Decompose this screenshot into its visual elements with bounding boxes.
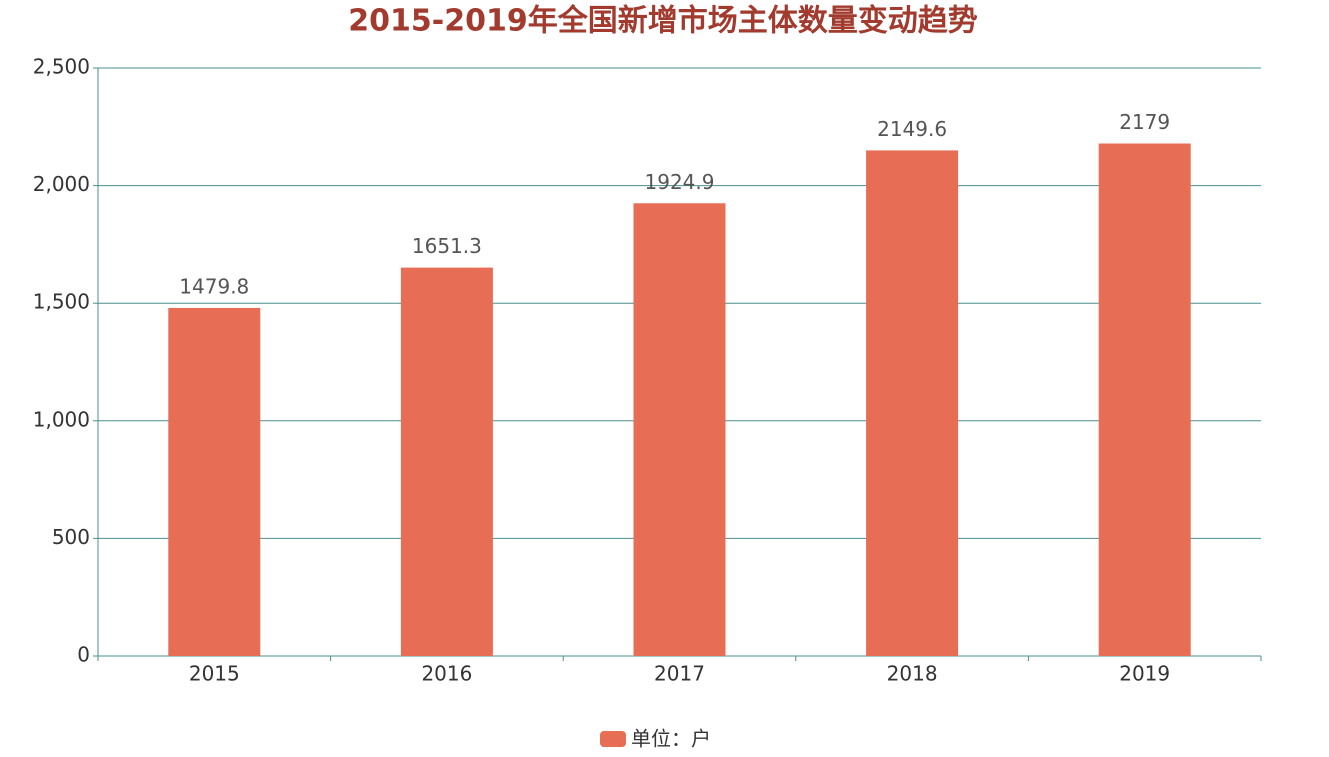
x-tick-label: 2019 (1119, 662, 1170, 686)
chart-title: 2015-2019年全国新增市场主体数量变动趋势 (348, 4, 977, 39)
value-label: 2179 (1119, 110, 1170, 134)
legend-swatch (600, 731, 626, 747)
bar (633, 203, 726, 656)
bar (400, 267, 493, 656)
y-tick-label: 2,500 (33, 55, 90, 79)
x-tick-label: 2017 (654, 662, 705, 686)
x-tick-label: 2016 (421, 662, 472, 686)
y-tick-label: 500 (52, 525, 90, 549)
y-tick-label: 0 (77, 643, 90, 667)
y-tick-label: 1,000 (33, 407, 90, 431)
y-tick-label: 2,000 (33, 172, 90, 196)
value-label: 2149.6 (877, 117, 947, 141)
bar (866, 150, 959, 657)
value-label: 1924.9 (645, 170, 715, 194)
y-tick-label: 1,500 (33, 290, 90, 314)
value-label: 1651.3 (412, 234, 482, 258)
bar (168, 307, 261, 656)
x-tick-label: 2015 (189, 662, 240, 686)
value-label: 1479.8 (179, 274, 249, 298)
x-tick-label: 2018 (887, 662, 938, 686)
legend-label: 单位：户 (631, 727, 711, 751)
bar (1098, 143, 1191, 656)
